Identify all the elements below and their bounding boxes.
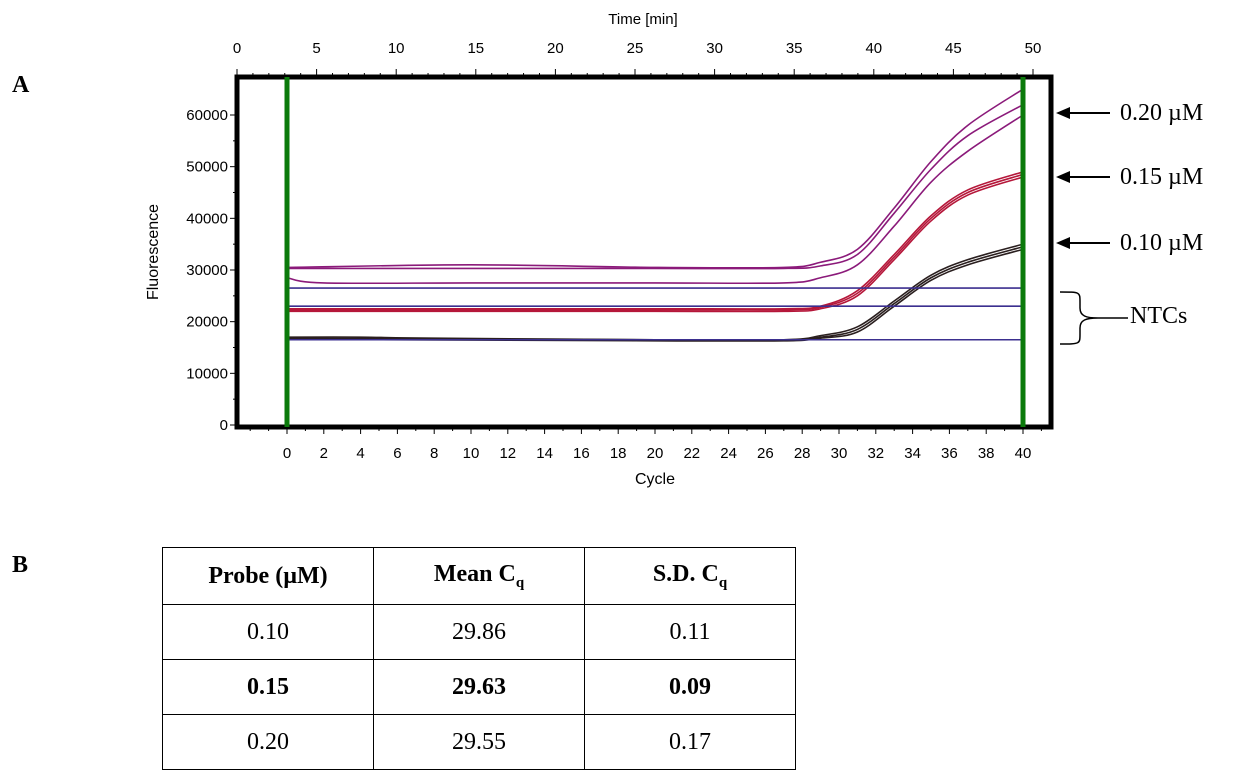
label-0-10-um: 0.10 µM xyxy=(1120,230,1204,256)
x-tick-label: 16 xyxy=(573,445,590,462)
cell-mean: 29.86 xyxy=(373,604,585,660)
top-tick-label: 50 xyxy=(1025,40,1042,57)
cell-mean: 29.63 xyxy=(373,659,585,715)
panel-label-b: B xyxy=(12,552,29,578)
series-line xyxy=(287,103,1024,270)
y-tick-label: 10000 xyxy=(186,365,228,382)
y-tick-label: 40000 xyxy=(186,210,228,227)
arrow-0-10-head xyxy=(1056,237,1070,249)
amplification-chart: 0 2 4 6 8 10 12 14 16 18 20 22 24 26 28 30 32 34 36 38 40Cyc… xyxy=(145,11,1128,488)
series-line xyxy=(286,88,1024,269)
cell-mean: 29.55 xyxy=(373,714,585,770)
x-tick-label: 34 xyxy=(904,445,921,462)
top-axis-label: Time [min] xyxy=(608,11,677,28)
x-tick-label: 24 xyxy=(720,445,737,462)
label-0-20-um: 0.20 µM xyxy=(1120,100,1204,126)
plot-frame xyxy=(234,74,1054,430)
series-line xyxy=(287,173,1024,311)
series-line xyxy=(286,114,1024,285)
label-ntcs: NTCs xyxy=(1130,303,1188,329)
x-tick-label: 10 xyxy=(463,445,480,462)
top-tick-label: 40 xyxy=(865,40,882,57)
x-tick-label: 0 xyxy=(283,445,291,462)
table-row: 0.10 29.86 0.11 xyxy=(162,604,796,660)
header-mean-cq: Mean Cq xyxy=(373,547,585,605)
x-tick-label: 28 xyxy=(794,445,811,462)
top-tick-label: 35 xyxy=(786,40,803,57)
top-tick-label: 5 xyxy=(312,40,320,57)
x-tick-label: 18 xyxy=(610,445,627,462)
top-tick-label: 15 xyxy=(467,40,484,57)
table-row: 0.20 29.55 0.17 xyxy=(162,714,796,770)
header-probe: Probe (µM) xyxy=(162,547,374,605)
x-tick-label: 8 xyxy=(430,445,438,462)
top-tick-label: 30 xyxy=(706,40,723,57)
header-sd-cq: S.D. Cq xyxy=(584,547,796,605)
probe-table: Probe (µM) Mean Cq S.D. Cq 0.10 29.86 0.… xyxy=(162,547,796,770)
x-tick-label: 14 xyxy=(536,445,553,462)
x-axis-label: Cycle xyxy=(635,471,675,488)
y-tick-label: 0 xyxy=(220,417,228,434)
x-tick-label: 6 xyxy=(393,445,401,462)
cell-probe: 0.20 xyxy=(162,714,374,770)
arrow-0-20-head xyxy=(1056,107,1070,119)
label-0-15-um: 0.15 µM xyxy=(1120,164,1204,190)
y-tick-label: 20000 xyxy=(186,314,228,331)
series-line xyxy=(286,171,1024,310)
ntc-brace xyxy=(1059,291,1099,345)
cell-sd: 0.11 xyxy=(584,604,796,660)
cell-probe: 0.10 xyxy=(162,604,374,660)
x-tick-label: 12 xyxy=(499,445,516,462)
x-tick-label: 2 xyxy=(320,445,328,462)
x-tick-label: 4 xyxy=(356,445,364,462)
cell-sd: 0.09 xyxy=(584,659,796,715)
top-tick-label: 0 xyxy=(233,40,241,57)
top-tick-label: 10 xyxy=(388,40,405,57)
x-tick-label: 36 xyxy=(941,445,958,462)
y-axis-label: Fluorescence xyxy=(145,204,162,300)
top-tick-label: 45 xyxy=(945,40,962,57)
table-header-row: Probe (µM) Mean Cq S.D. Cq xyxy=(162,547,796,605)
panel-label-a: A xyxy=(12,72,30,98)
series-line xyxy=(287,176,1024,313)
x-tick-label: 26 xyxy=(757,445,774,462)
cell-sd: 0.17 xyxy=(584,714,796,770)
x-tick-label: 20 xyxy=(647,445,664,462)
y-tick-label: 60000 xyxy=(186,107,228,124)
x-tick-label: 40 xyxy=(1015,445,1032,462)
x-tick-label: 30 xyxy=(831,445,848,462)
top-tick-label: 25 xyxy=(627,40,644,57)
arrow-0-15-head xyxy=(1056,171,1070,183)
x-tick-label: 22 xyxy=(683,445,700,462)
x-tick-label: 38 xyxy=(978,445,995,462)
top-tick-label: 20 xyxy=(547,40,564,57)
cell-probe: 0.15 xyxy=(162,659,374,715)
y-tick-label: 50000 xyxy=(186,159,228,176)
y-tick-label: 30000 xyxy=(186,262,228,279)
x-tick-label: 32 xyxy=(867,445,884,462)
table-row: 0.15 29.63 0.09 xyxy=(162,659,796,715)
